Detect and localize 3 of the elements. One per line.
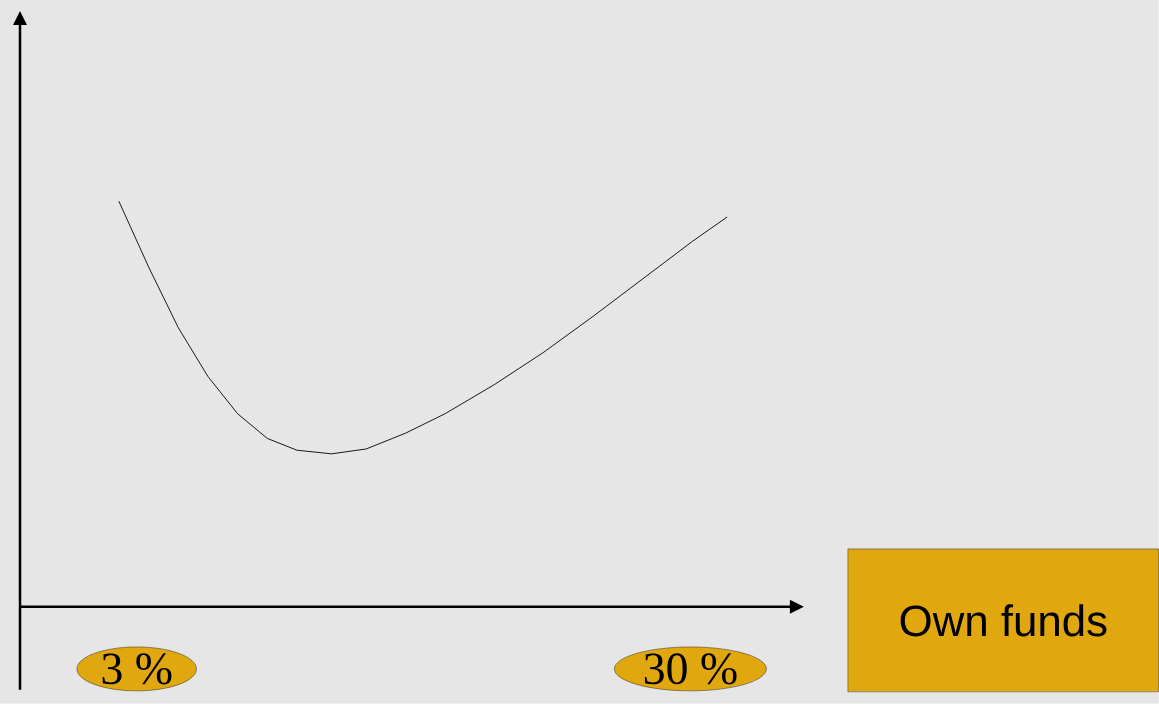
x-tick-label: 3 % [102, 653, 172, 685]
x-axis-title: Own funds [900, 604, 1107, 637]
x-tick-label: 30 % [644, 653, 737, 685]
